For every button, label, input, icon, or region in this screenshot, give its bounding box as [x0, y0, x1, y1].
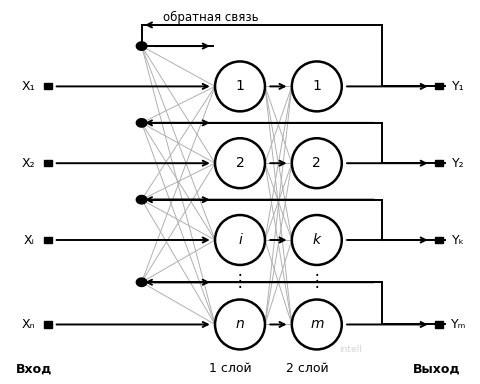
Text: 1 слой: 1 слой	[209, 362, 252, 375]
FancyBboxPatch shape	[44, 237, 52, 243]
Text: n: n	[236, 318, 244, 331]
Ellipse shape	[292, 215, 342, 265]
FancyBboxPatch shape	[435, 160, 443, 166]
Text: ⋮: ⋮	[232, 272, 248, 290]
Ellipse shape	[292, 61, 342, 111]
Text: Y₁: Y₁	[452, 80, 465, 93]
Text: Yₖ: Yₖ	[452, 233, 465, 247]
Text: Xᵢ: Xᵢ	[24, 233, 34, 247]
Text: 2: 2	[236, 156, 244, 170]
Text: X₂: X₂	[22, 157, 36, 170]
Text: k: k	[313, 233, 321, 247]
FancyBboxPatch shape	[435, 237, 443, 243]
Text: 1: 1	[236, 79, 244, 93]
Ellipse shape	[215, 300, 265, 349]
FancyBboxPatch shape	[435, 321, 443, 328]
Text: Xₙ: Xₙ	[22, 318, 36, 331]
Text: обратная связь: обратная связь	[163, 11, 259, 24]
Text: m: m	[310, 318, 324, 331]
Circle shape	[136, 195, 147, 204]
Ellipse shape	[215, 215, 265, 265]
Circle shape	[136, 278, 147, 286]
Text: 2: 2	[312, 156, 321, 170]
Text: 2 слой: 2 слой	[286, 362, 328, 375]
Text: i: i	[238, 233, 242, 247]
FancyBboxPatch shape	[44, 83, 52, 89]
FancyBboxPatch shape	[44, 160, 52, 166]
Ellipse shape	[292, 300, 342, 349]
Text: intell: intell	[339, 345, 362, 354]
Ellipse shape	[215, 138, 265, 188]
Text: Y₂: Y₂	[452, 157, 465, 170]
FancyBboxPatch shape	[44, 321, 52, 328]
Text: X₁: X₁	[22, 80, 36, 93]
Text: Вход: Вход	[15, 362, 52, 375]
Text: 1: 1	[312, 79, 321, 93]
Circle shape	[136, 119, 147, 127]
FancyBboxPatch shape	[435, 83, 443, 89]
Text: Выход: Выход	[413, 362, 461, 375]
Ellipse shape	[292, 138, 342, 188]
Circle shape	[136, 42, 147, 50]
Text: ⋮: ⋮	[309, 272, 325, 290]
Ellipse shape	[215, 61, 265, 111]
Text: Yₘ: Yₘ	[451, 318, 466, 331]
